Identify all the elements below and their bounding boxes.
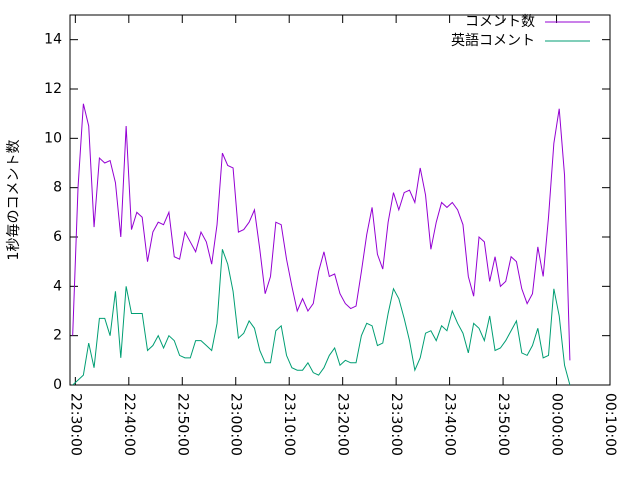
y-tick-label: 8 [53,180,62,196]
y-tick-label: 2 [53,328,62,344]
x-tick-label: 22:50:00 [174,393,190,456]
x-tick-label: 23:00:00 [228,393,244,456]
legend-label: 英語コメント [451,32,535,49]
y-tick-label: 10 [44,130,62,146]
x-tick-label: 00:10:00 [602,393,618,456]
x-tick-label: 23:50:00 [495,393,511,456]
x-tick-label: 23:20:00 [335,393,351,456]
x-tick-label: 23:10:00 [281,393,297,456]
plot-frame [69,14,611,386]
x-tick-label: 23:40:00 [442,393,458,456]
y-tick-label: 0 [53,377,62,393]
y-tick-label: 14 [44,32,62,48]
x-tick-label: 23:30:00 [388,393,404,456]
x-tick-label: 22:30:00 [67,393,83,456]
y-tick-label: 12 [44,81,62,97]
x-tick-label: 22:40:00 [121,393,137,456]
y-tick-label: 4 [53,278,62,294]
y-axis-label: 1秒毎のコメント数 [6,140,22,261]
series-line [72,249,571,386]
legend-label: コメント数 [465,14,535,30]
x-tick-label: 00:00:00 [549,393,565,456]
series-line [72,103,571,361]
y-tick-label: 6 [53,229,62,245]
